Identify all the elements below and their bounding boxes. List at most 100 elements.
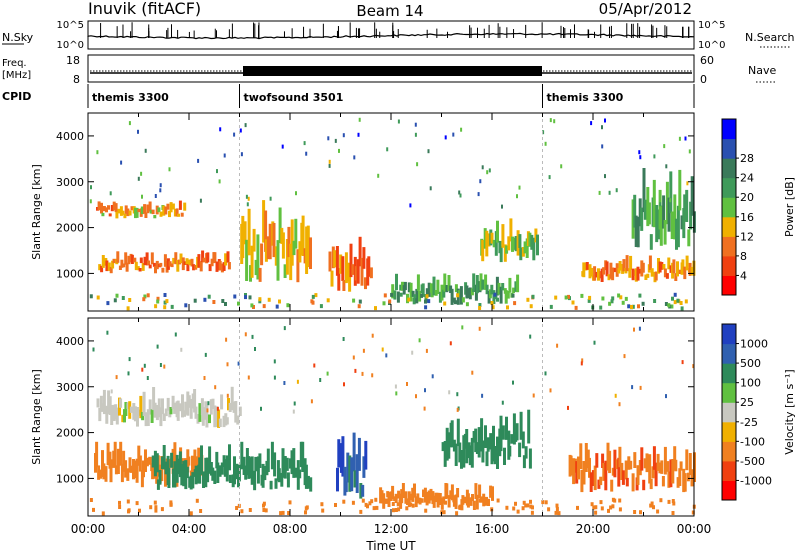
echo-cell bbox=[687, 229, 691, 247]
echo-cell bbox=[514, 236, 518, 252]
echo-cell bbox=[169, 407, 173, 415]
echo-cell bbox=[166, 203, 170, 210]
echo-cell bbox=[258, 299, 262, 304]
echo-cell bbox=[608, 301, 612, 306]
echo-cell bbox=[227, 262, 231, 270]
beam-title: Beam 14 bbox=[356, 2, 423, 20]
nave-label: Nave bbox=[748, 64, 776, 77]
nsearch-label: N.Search bbox=[745, 31, 795, 44]
echo-cell bbox=[310, 399, 313, 404]
echo-cell bbox=[417, 497, 421, 502]
echo-cell bbox=[206, 408, 209, 413]
echo-cell bbox=[436, 492, 440, 508]
echo-cell bbox=[474, 428, 478, 453]
echo-cell bbox=[223, 459, 227, 477]
echo-cell bbox=[161, 398, 164, 415]
echo-cell bbox=[180, 464, 184, 486]
echo-cell bbox=[413, 294, 417, 299]
echo-cell bbox=[220, 394, 224, 410]
echo-cell bbox=[634, 215, 638, 247]
echo-cell bbox=[478, 306, 482, 310]
y-tick-label: 1000 bbox=[56, 267, 84, 280]
echo-cell bbox=[296, 249, 300, 283]
echo-cell bbox=[654, 462, 658, 487]
echo-cell bbox=[351, 500, 355, 505]
echo-cell bbox=[96, 150, 99, 155]
echo-cell bbox=[151, 455, 155, 468]
echo-cell bbox=[367, 256, 371, 277]
echo-cell bbox=[248, 295, 252, 300]
echo-cell bbox=[630, 305, 633, 309]
echo-cell bbox=[267, 297, 271, 302]
echo-cell bbox=[667, 303, 671, 308]
echo-cell bbox=[156, 344, 159, 349]
echo-cell bbox=[618, 498, 622, 503]
echo-cell bbox=[226, 362, 229, 367]
echo-cell bbox=[258, 267, 262, 282]
echo-cell bbox=[609, 505, 613, 510]
echo-cell bbox=[273, 359, 276, 364]
echo-cell bbox=[164, 464, 167, 487]
echo-cell bbox=[429, 283, 433, 293]
echo-cell bbox=[531, 294, 535, 299]
echo-cell bbox=[198, 403, 202, 422]
echo-cell bbox=[582, 461, 586, 485]
echo-cell bbox=[666, 461, 670, 472]
echo-cell bbox=[478, 326, 481, 331]
echo-cell bbox=[226, 393, 229, 398]
echo-cell bbox=[168, 261, 172, 267]
echo-cell bbox=[286, 472, 290, 488]
echo-cell bbox=[567, 405, 569, 410]
echo-cell bbox=[454, 284, 458, 293]
echo-cell bbox=[455, 511, 459, 516]
echo-cell bbox=[304, 510, 307, 515]
echo-cell bbox=[671, 499, 675, 503]
echo-cell bbox=[605, 261, 609, 277]
echo-cell bbox=[357, 304, 361, 309]
echo-cell bbox=[649, 503, 653, 508]
echo-cell bbox=[525, 238, 529, 258]
echo-cell bbox=[274, 246, 278, 266]
echo-cell bbox=[465, 429, 469, 464]
echo-cell bbox=[200, 398, 204, 416]
echo-cell bbox=[216, 462, 220, 483]
x-tick-label: 08:00 bbox=[273, 522, 308, 536]
echo-cell bbox=[362, 348, 365, 353]
echo-cell bbox=[448, 390, 451, 395]
nsky-strip-frame bbox=[87, 20, 695, 50]
echo-cell bbox=[688, 453, 692, 476]
echo-cell bbox=[133, 257, 137, 263]
echo-cell bbox=[361, 484, 365, 497]
echo-cell bbox=[148, 201, 152, 212]
echo-cell bbox=[357, 437, 361, 471]
echo-cell bbox=[619, 295, 623, 300]
nsearch-tick-bottom: 10^0 bbox=[698, 40, 725, 51]
echo-cell bbox=[443, 273, 447, 292]
echo-cell bbox=[386, 147, 389, 152]
echo-cell bbox=[486, 170, 489, 175]
echo-cell bbox=[233, 456, 236, 485]
echo-cell bbox=[669, 265, 673, 273]
echo-cell bbox=[250, 303, 254, 308]
echo-cell bbox=[337, 439, 341, 468]
echo-cell bbox=[622, 259, 626, 272]
echo-cell bbox=[427, 299, 431, 304]
echo-cell bbox=[427, 490, 431, 504]
echo-cell bbox=[461, 495, 465, 505]
echo-cell bbox=[507, 430, 511, 460]
echo-cell bbox=[189, 475, 193, 490]
echo-cell bbox=[425, 294, 429, 299]
colorbar-swatch bbox=[722, 460, 736, 481]
echo-cell bbox=[124, 205, 128, 214]
echo-cell bbox=[359, 509, 363, 514]
echo-cell bbox=[342, 499, 346, 504]
echo-cell bbox=[606, 442, 610, 471]
colorbar-swatch bbox=[722, 197, 736, 218]
echo-cell bbox=[319, 378, 322, 382]
echo-cell bbox=[178, 200, 182, 210]
echo-cell bbox=[135, 207, 139, 218]
echo-cell bbox=[382, 301, 386, 306]
echo-cell bbox=[493, 446, 497, 465]
colorbar-tick-label: 8 bbox=[740, 250, 747, 263]
echo-cell bbox=[208, 446, 212, 474]
